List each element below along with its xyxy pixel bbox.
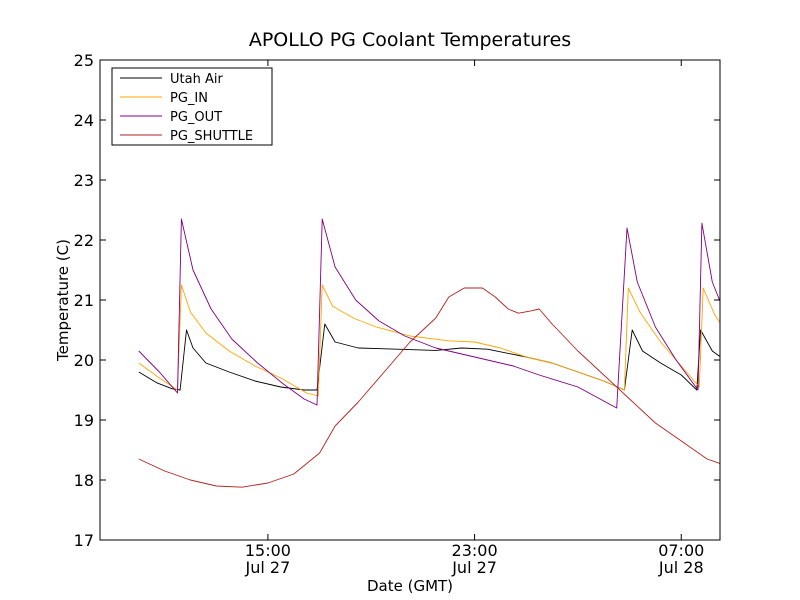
y-tick-label: 25: [74, 51, 94, 70]
series-line-utah-air: [138, 323, 720, 391]
plot-frame: [99, 59, 721, 541]
legend-label: PG_SHUTTLE: [170, 129, 253, 144]
y-tick-label: 18: [74, 471, 94, 490]
x-tick-time-label: 07:00: [658, 541, 704, 560]
series-layer: [138, 218, 720, 488]
legend: Utah Air PG_IN PG_OUT PG_SHUTTLE: [111, 67, 273, 146]
series-line-pg-out: [138, 218, 720, 409]
chart-title: APOLLO PG Coolant Temperatures: [249, 29, 571, 51]
x-axis-label: Date (GMT): [367, 577, 453, 595]
y-tick-label: 23: [74, 171, 94, 190]
legend-box: [111, 67, 273, 146]
y-tick-label: 24: [74, 111, 94, 130]
legend-label: PG_OUT: [170, 110, 222, 125]
y-tick-label: 17: [74, 531, 94, 550]
y-tick-label: 22: [74, 231, 94, 250]
legend-label: Utah Air: [170, 72, 223, 87]
series-line-pg-in: [138, 284, 720, 397]
x-tick-time-label: 15:00: [245, 541, 291, 560]
x-tick-date-label: Jul 27: [451, 558, 497, 577]
legend-label: PG_IN: [170, 91, 208, 106]
y-axis-label: Temperature (C): [54, 239, 72, 362]
x-tick-date-label: Jul 28: [658, 558, 704, 577]
y-tick-label: 20: [74, 351, 94, 370]
x-tick-date-label: Jul 27: [245, 558, 291, 577]
y-tick-label: 21: [74, 291, 94, 310]
x-tick-time-label: 23:00: [452, 541, 498, 560]
series-line-pg-shuttle: [138, 287, 720, 488]
y-tick-label: 19: [74, 411, 94, 430]
